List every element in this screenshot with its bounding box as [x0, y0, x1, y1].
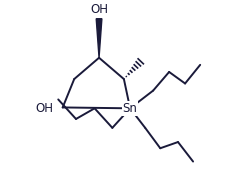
Text: Sn: Sn [123, 102, 138, 115]
Polygon shape [96, 19, 102, 58]
Text: OH: OH [90, 3, 108, 16]
Text: OH: OH [35, 102, 53, 115]
